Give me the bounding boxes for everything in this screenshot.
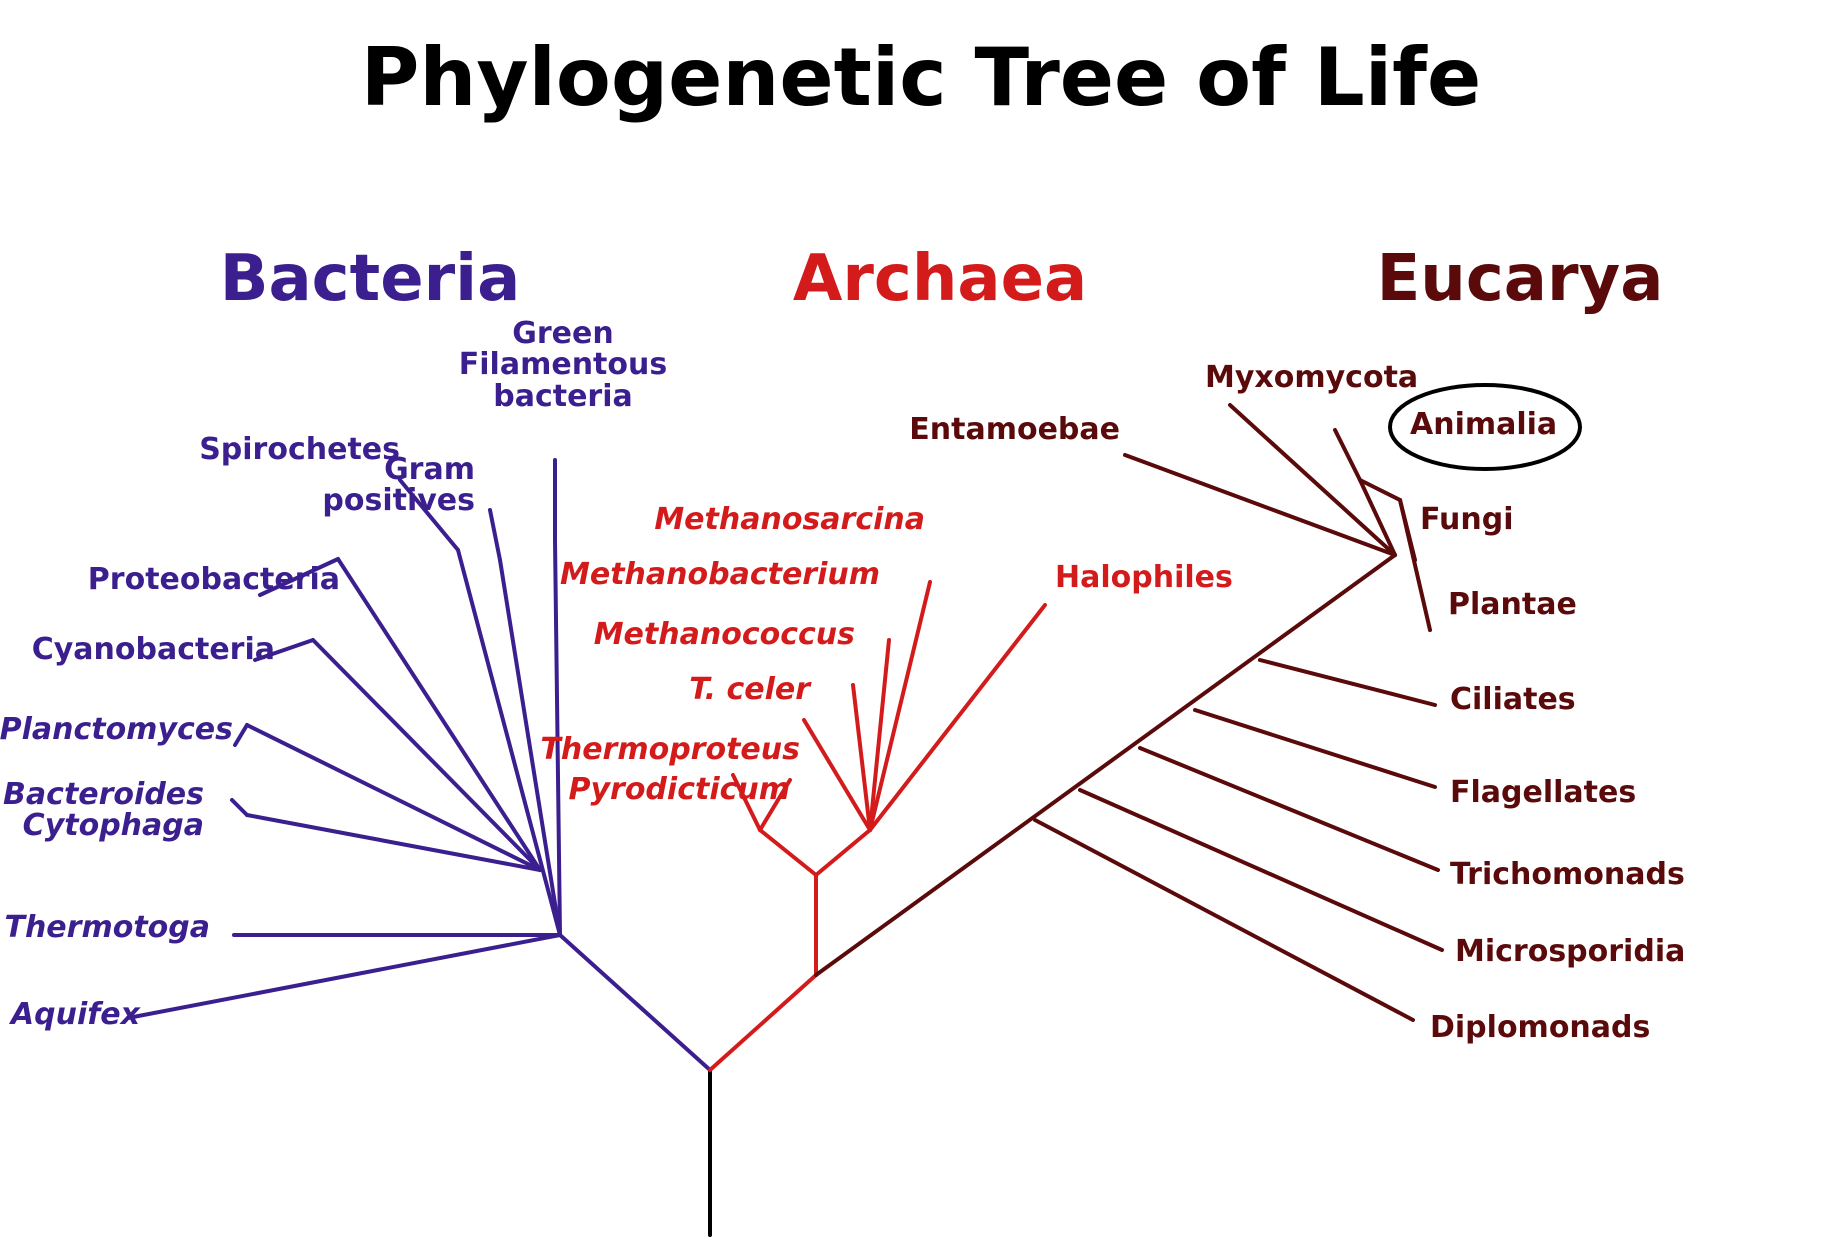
bacteria-branch-13 [232,800,247,815]
bacteria-branch-6 [338,559,540,870]
archaea-trunk [710,975,816,1070]
domain-label-bacteria: Bacteria [220,246,521,313]
leaf-label-thermotoga: Thermotoga [4,912,210,944]
archaea-branch-4 [816,830,870,875]
diagram-title: Phylogenetic Tree of Life [361,36,1481,120]
leaf-label-proteobacteria: Proteobacteria [88,564,340,596]
leaf-label-halophiles: Halophiles [1055,562,1233,594]
eucarya-branch-9 [1140,748,1438,870]
leaf-label-flagellates: Flagellates [1450,777,1636,809]
leaf-label-pyrodicticum: Pyrodicticum [568,774,790,806]
leaf-label-methanococcus: Methanococcus [594,619,855,651]
leaf-label-animalia: Animalia [1410,409,1557,441]
eucarya-branch-1 [1230,405,1395,555]
leaf-label-bacteroides: Bacteroides Cytophaga [3,779,204,842]
eucarya-branch-8 [1195,710,1435,787]
leaf-label-planctomyces: Planctomyces [0,714,233,746]
leaf-label-myxomycota: Myxomycota [1205,362,1418,394]
domain-label-eucarya: Eucarya [1377,246,1664,313]
leaf-label-ciliates: Ciliates [1450,684,1576,716]
bacteria-branch-10 [247,725,540,870]
eucarya-branch-10 [1080,790,1442,950]
leaf-label-fungi: Fungi [1420,504,1513,536]
leaf-label-entamoebae: Entamoebae [909,414,1120,446]
bacteria-branch-15 [128,935,560,1018]
archaea-branch-7 [870,640,889,830]
leaf-label-thermoproteus: Thermoproteus [540,734,800,766]
eucarya-trunk [816,555,1395,975]
bacteria-branch-3 [490,510,500,560]
eucarya-branch-7 [1260,660,1435,705]
phylogenetic-tree-diagram: Phylogenetic Tree of Life Bacteria Archaea… [0,0,1842,1257]
leaf-label-microsporidia: Microsporidia [1455,936,1685,968]
leaf-label-t-celer: T. celer [689,674,810,706]
leaf-label-cyanobacteria: Cyanobacteria [32,634,275,666]
bacteria-trunk [560,935,710,1070]
leaf-label-gram-positives: Gram positives [322,454,475,517]
bacteria-branch-11 [235,725,247,745]
leaf-label-plantae: Plantae [1448,589,1577,621]
leaf-label-diplomonads: Diplomonads [1430,1012,1650,1044]
leaf-label-methanobacterium: Methanobacterium [560,559,880,591]
archaea-branch-1 [760,830,816,875]
domain-label-archaea: Archaea [793,246,1087,313]
eucarya-branch-3 [1335,430,1360,480]
leaf-label-aquifex: Aquifex [11,999,140,1031]
eucarya-branch-11 [1035,820,1413,1020]
leaf-label-trichomonads: Trichomonads [1450,859,1685,891]
leaf-label-green-filamentous: Green Filamentous bacteria [459,318,667,413]
leaf-label-methanosarcina: Methanosarcina [654,504,925,536]
tree-svg [0,0,1842,1257]
